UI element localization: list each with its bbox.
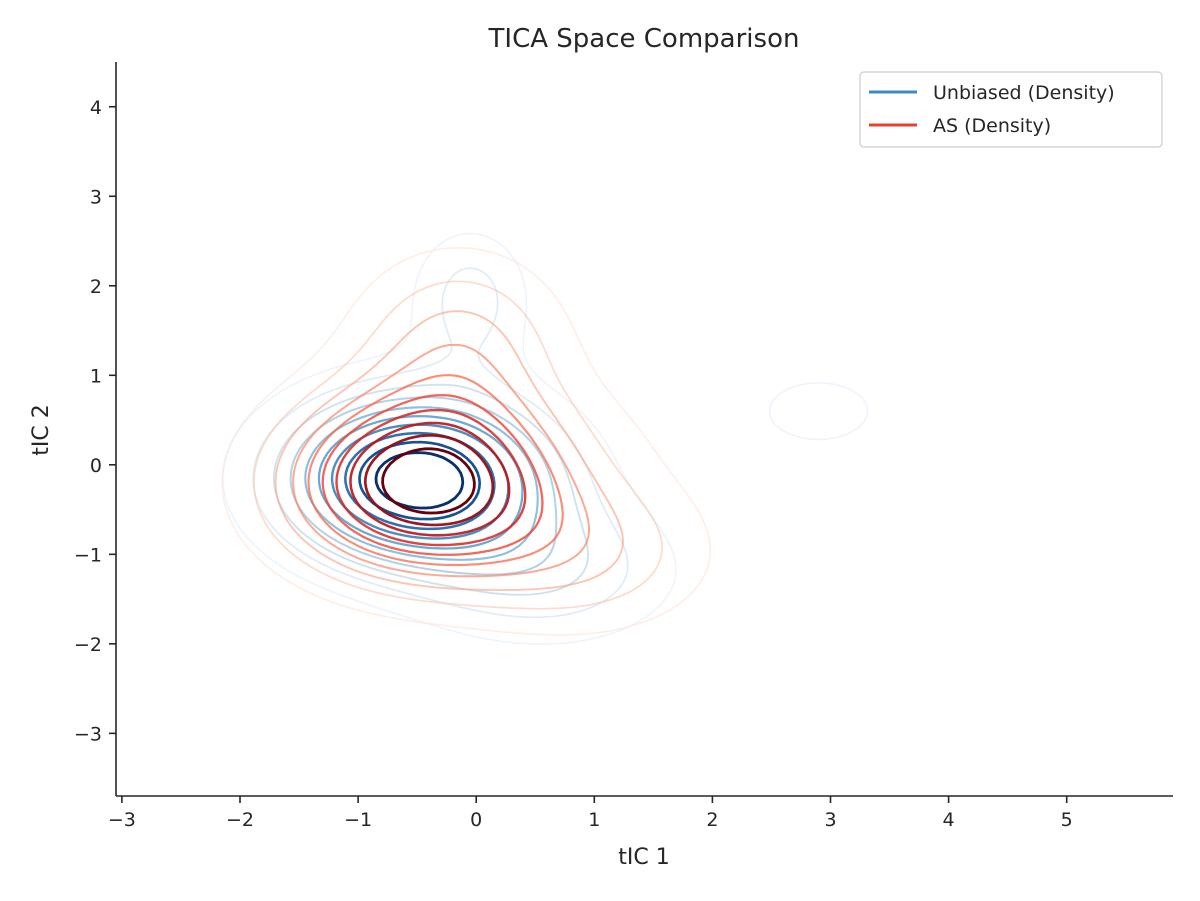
x-tick-label: 0 [470, 809, 482, 831]
unbiased-contour-level [304, 406, 539, 561]
as-contour-level [221, 247, 712, 636]
x-tick-label: 5 [1061, 809, 1073, 831]
x-tick-label: −2 [226, 809, 254, 831]
legend-label-as: AS (Density) [933, 115, 1051, 137]
as-contour-level [349, 421, 511, 537]
y-axis-label: tIC 2 [29, 404, 54, 455]
as-contour-level [321, 393, 544, 556]
chart-title: TICA Space Comparison [488, 24, 800, 54]
y-ticks: −3 −2 −1 0 1 2 3 4 [74, 97, 116, 745]
y-tick-label: 3 [90, 186, 102, 208]
x-axis-label: tIC 1 [618, 845, 669, 870]
x-tick-label: −3 [108, 809, 136, 831]
legend-frame [859, 71, 1163, 148]
as-contour-level [292, 343, 590, 578]
y-tick-label: 4 [90, 97, 102, 119]
x-tick-label: 3 [824, 809, 836, 831]
y-tick-label: −1 [74, 544, 102, 566]
unbiased-contour-level [222, 232, 869, 645]
y-tick-label: 2 [90, 276, 102, 298]
legend-label-unbiased: Unbiased (Density) [933, 82, 1115, 104]
as-contour-level [381, 447, 476, 515]
as-contour-level [363, 433, 495, 527]
as-contour-level [307, 374, 564, 567]
x-ticks: −3 −2 −1 0 1 2 3 4 5 [108, 796, 1073, 831]
legend: Unbiased (Density) AS (Density) [859, 71, 1163, 148]
x-tick-label: −1 [344, 809, 372, 831]
as-contour-level [335, 408, 527, 547]
unbiased-contour-level [374, 451, 465, 510]
x-tick-label: 4 [943, 809, 955, 831]
x-tick-label: 1 [588, 809, 600, 831]
as-contour-level [253, 280, 663, 610]
x-tick-label: 2 [706, 809, 718, 831]
y-tick-label: 0 [90, 455, 102, 477]
y-tick-label: −2 [74, 634, 102, 656]
as-contour-level [274, 310, 624, 591]
y-tick-label: −3 [74, 723, 102, 745]
contour-layer [221, 232, 869, 645]
y-tick-label: 1 [90, 365, 102, 387]
